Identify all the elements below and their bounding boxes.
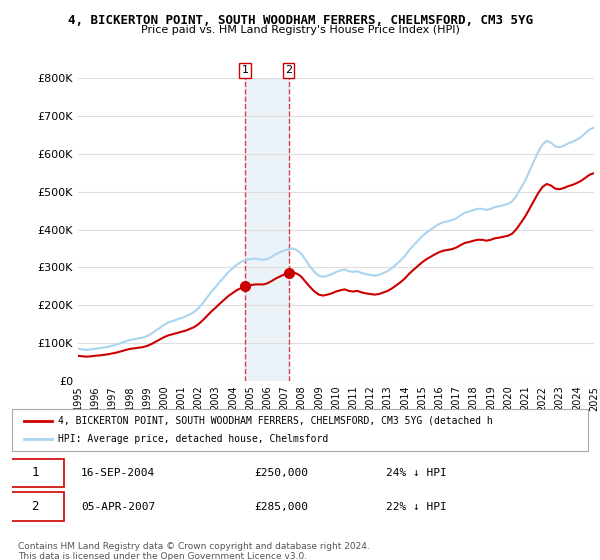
- Text: HPI: Average price, detached house, Chelmsford: HPI: Average price, detached house, Chel…: [58, 434, 328, 444]
- Text: £285,000: £285,000: [254, 502, 308, 511]
- FancyBboxPatch shape: [6, 492, 64, 521]
- Text: 1: 1: [242, 66, 248, 76]
- Text: Price paid vs. HM Land Registry's House Price Index (HPI): Price paid vs. HM Land Registry's House …: [140, 25, 460, 35]
- Text: Contains HM Land Registry data © Crown copyright and database right 2024.
This d: Contains HM Land Registry data © Crown c…: [18, 542, 370, 560]
- Text: £250,000: £250,000: [254, 468, 308, 478]
- Bar: [245, 78, 289, 381]
- Text: 05-APR-2007: 05-APR-2007: [81, 502, 155, 511]
- Text: 4, BICKERTON POINT, SOUTH WOODHAM FERRERS, CHELMSFORD, CM3 5YG: 4, BICKERTON POINT, SOUTH WOODHAM FERRER…: [67, 14, 533, 27]
- Text: 2: 2: [31, 500, 39, 513]
- Text: 22% ↓ HPI: 22% ↓ HPI: [386, 502, 447, 511]
- Text: 1: 1: [31, 466, 39, 479]
- FancyBboxPatch shape: [12, 409, 588, 451]
- Text: 16-SEP-2004: 16-SEP-2004: [81, 468, 155, 478]
- FancyBboxPatch shape: [6, 459, 64, 487]
- Text: 24% ↓ HPI: 24% ↓ HPI: [386, 468, 447, 478]
- Text: 2: 2: [285, 66, 292, 76]
- Text: 4, BICKERTON POINT, SOUTH WOODHAM FERRERS, CHELMSFORD, CM3 5YG (detached h: 4, BICKERTON POINT, SOUTH WOODHAM FERRER…: [58, 416, 493, 426]
